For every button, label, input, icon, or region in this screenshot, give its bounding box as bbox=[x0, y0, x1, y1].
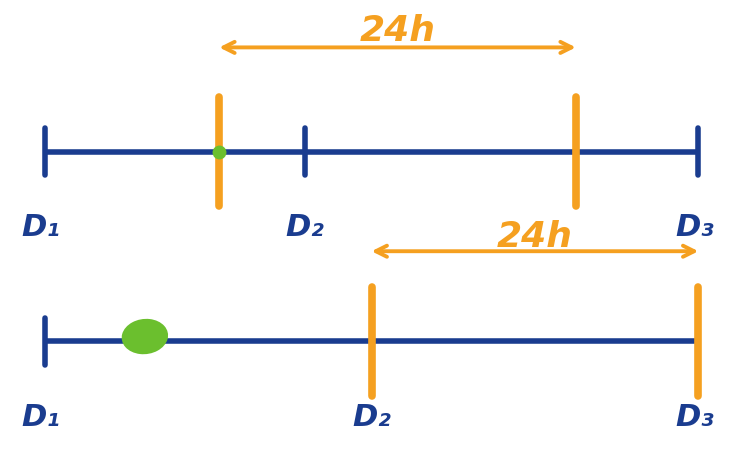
Text: 24h: 24h bbox=[360, 14, 435, 48]
Text: D₃: D₃ bbox=[675, 402, 714, 432]
Text: D₃: D₃ bbox=[675, 213, 714, 242]
Text: D₁: D₁ bbox=[22, 213, 60, 242]
Text: D₂: D₂ bbox=[352, 402, 391, 432]
Text: 24h: 24h bbox=[497, 220, 573, 254]
Text: D₁: D₁ bbox=[22, 402, 60, 432]
Text: D₂: D₂ bbox=[285, 213, 324, 242]
Ellipse shape bbox=[122, 319, 168, 354]
